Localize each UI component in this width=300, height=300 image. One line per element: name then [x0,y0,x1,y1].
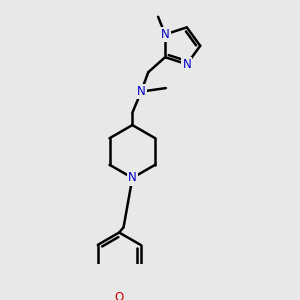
Text: N: N [161,28,170,41]
Text: O: O [115,291,124,300]
Text: N: N [182,58,191,71]
Text: N: N [137,85,146,98]
Text: N: N [128,171,137,184]
